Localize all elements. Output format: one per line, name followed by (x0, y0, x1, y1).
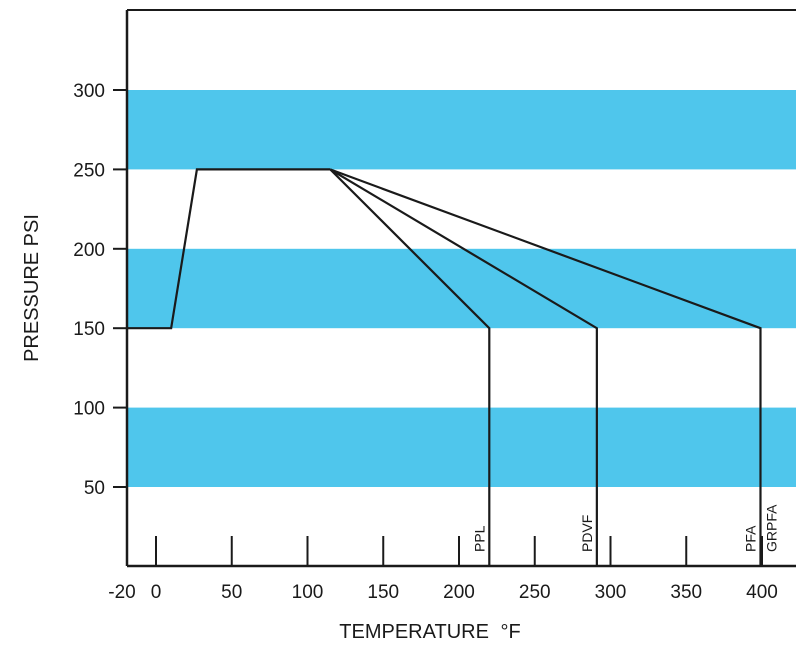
series-line-pdvf (329, 168, 598, 566)
band-150-200 (127, 248, 796, 329)
series-label: GRPFA (763, 504, 779, 552)
axes (125, 9, 796, 568)
x-axis-title: TEMPERATURE °F (339, 621, 520, 643)
x-tick-label: 250 (519, 582, 551, 603)
x-tick-label: 0 (151, 582, 162, 603)
series-labels: PPL PDVF PFA GRPFA (471, 504, 779, 552)
band-250-300 (127, 90, 796, 170)
x-tick-label: 400 (746, 582, 778, 603)
x-tick-label: 150 (367, 582, 399, 603)
x-ticks: -20 0 50 100 150 200 250 300 350 400 (108, 536, 778, 603)
x-tick-label: 50 (221, 582, 242, 603)
band-50-100 (127, 407, 796, 487)
y-tick-label: 100 (73, 399, 105, 420)
x-tick-label: 350 (670, 582, 702, 603)
y-ticks: 50 100 150 200 250 300 (73, 81, 127, 499)
series-label: PDVF (579, 515, 595, 552)
bands-layer (127, 90, 796, 487)
common-line (127, 168, 331, 330)
series-line-ppl (329, 168, 491, 566)
y-tick-label: 200 (73, 240, 105, 261)
series-label: PPL (471, 525, 487, 552)
x-tick-label: 200 (443, 582, 475, 603)
series-line-pfa (329, 168, 762, 566)
y-tick-label: 150 (73, 319, 105, 340)
x-tick-label: 100 (292, 582, 324, 603)
y-tick-label: 300 (73, 81, 105, 102)
y-tick-label: 50 (84, 478, 105, 499)
x-axis-title-unit: °F (500, 621, 520, 643)
y-axis-title: PRESSURE PSI (21, 214, 43, 362)
x-tick-label: 300 (595, 582, 627, 603)
x-tick-label: -20 (108, 582, 135, 603)
y-tick-label: 250 (73, 160, 105, 181)
series-lines (127, 168, 762, 566)
x-axis-title-text: TEMPERATURE (339, 621, 489, 643)
series-label: PFA (742, 525, 758, 552)
